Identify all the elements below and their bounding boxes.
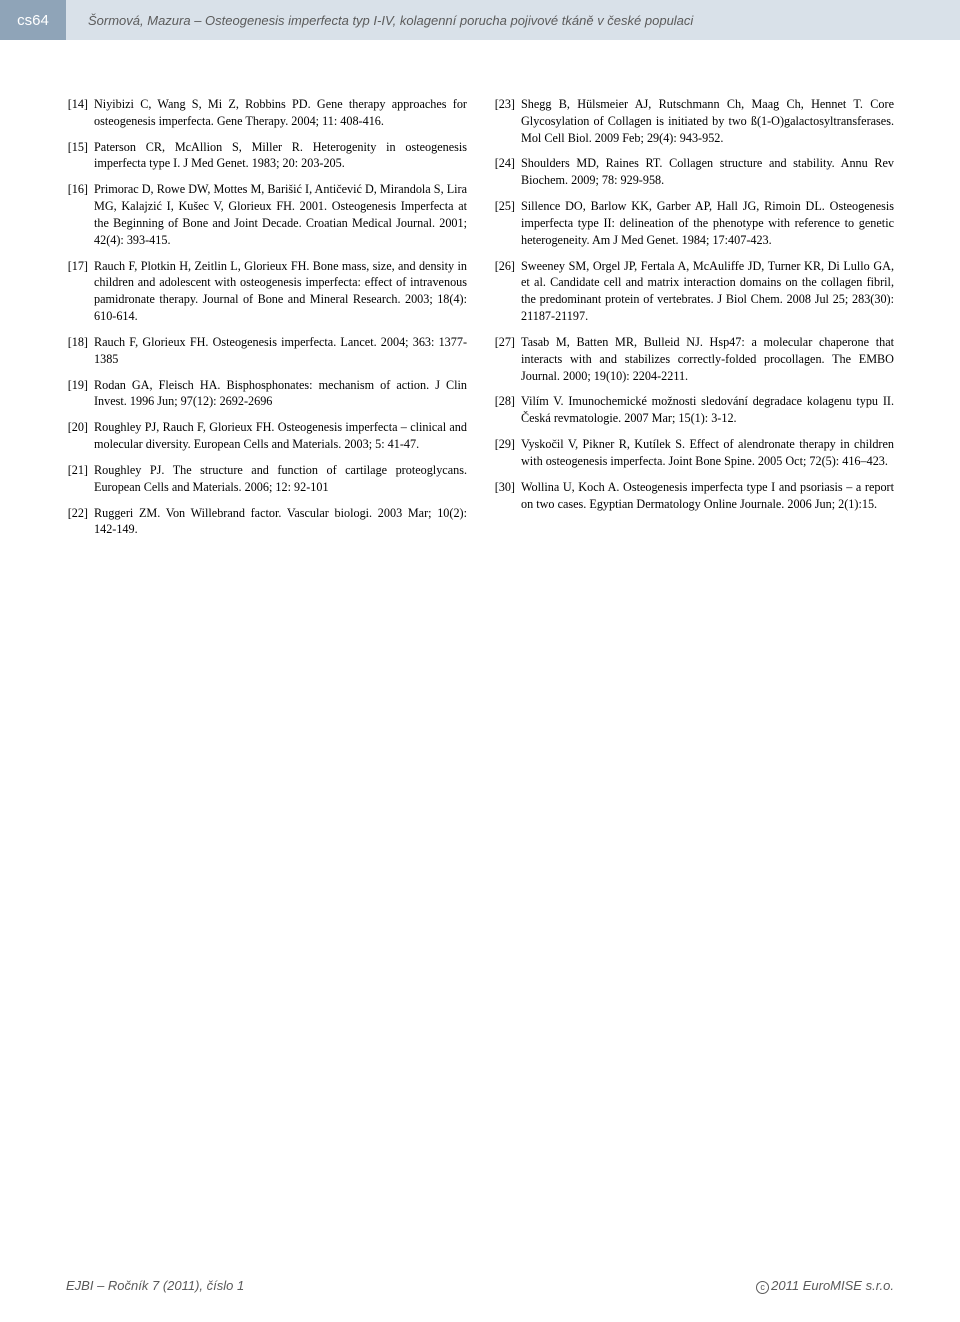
reference-item: [29]Vyskočil V, Pikner R, Kutílek S. Eff… (493, 436, 894, 470)
reference-text: Wollina U, Koch A. Osteogenesis imperfec… (521, 479, 894, 513)
reference-text: Tasab M, Batten MR, Bulleid NJ. Hsp47: a… (521, 334, 894, 384)
reference-item: [23]Shegg B, Hülsmeier AJ, Rutschmann Ch… (493, 96, 894, 146)
reference-item: [30]Wollina U, Koch A. Osteogenesis impe… (493, 479, 894, 513)
reference-number: [29] (493, 436, 521, 470)
reference-item: [20]Roughley PJ, Rauch F, Glorieux FH. O… (66, 419, 467, 453)
page-number-tab: cs64 (0, 0, 66, 40)
reference-text: Paterson CR, McAllion S, Miller R. Heter… (94, 139, 467, 173)
reference-text: Roughley PJ. The structure and function … (94, 462, 467, 496)
reference-text: Roughley PJ, Rauch F, Glorieux FH. Osteo… (94, 419, 467, 453)
reference-text: Rodan GA, Fleisch HA. Bisphosphonates: m… (94, 377, 467, 411)
reference-item: [19]Rodan GA, Fleisch HA. Bisphosphonate… (66, 377, 467, 411)
references-column-left: [14]Niyibizi C, Wang S, Mi Z, Robbins PD… (66, 96, 467, 547)
reference-number: [18] (66, 334, 94, 368)
copyright-icon: c (756, 1281, 769, 1294)
references-content: [14]Niyibizi C, Wang S, Mi Z, Robbins PD… (0, 96, 960, 547)
reference-text: Shegg B, Hülsmeier AJ, Rutschmann Ch, Ma… (521, 96, 894, 146)
reference-number: [20] (66, 419, 94, 453)
reference-number: [30] (493, 479, 521, 513)
reference-item: [26]Sweeney SM, Orgel JP, Fertala A, McA… (493, 258, 894, 325)
reference-text: Rauch F, Glorieux FH. Osteogenesis imper… (94, 334, 467, 368)
reference-number: [21] (66, 462, 94, 496)
reference-item: [15]Paterson CR, McAllion S, Miller R. H… (66, 139, 467, 173)
footer-right: c2011 EuroMISE s.r.o. (756, 1278, 894, 1294)
reference-text: Sillence DO, Barlow KK, Garber AP, Hall … (521, 198, 894, 248)
reference-number: [24] (493, 155, 521, 189)
reference-text: Vyskočil V, Pikner R, Kutílek S. Effect … (521, 436, 894, 470)
reference-item: [16]Primorac D, Rowe DW, Mottes M, Bariš… (66, 181, 467, 248)
reference-number: [15] (66, 139, 94, 173)
reference-number: [17] (66, 258, 94, 325)
reference-number: [16] (66, 181, 94, 248)
reference-number: [27] (493, 334, 521, 384)
reference-text: Vilím V. Imunochemické možnosti sledován… (521, 393, 894, 427)
reference-text: Primorac D, Rowe DW, Mottes M, Barišić I… (94, 181, 467, 248)
page-footer: EJBI – Ročník 7 (2011), číslo 1 c2011 Eu… (0, 1278, 960, 1294)
reference-text: Ruggeri ZM. Von Willebrand factor. Vascu… (94, 505, 467, 539)
reference-item: [17]Rauch F, Plotkin H, Zeitlin L, Glori… (66, 258, 467, 325)
reference-number: [26] (493, 258, 521, 325)
reference-item: [18]Rauch F, Glorieux FH. Osteogenesis i… (66, 334, 467, 368)
reference-text: Sweeney SM, Orgel JP, Fertala A, McAulif… (521, 258, 894, 325)
reference-number: [25] (493, 198, 521, 248)
reference-number: [23] (493, 96, 521, 146)
reference-text: Shoulders MD, Raines RT. Collagen struct… (521, 155, 894, 189)
reference-item: [14]Niyibizi C, Wang S, Mi Z, Robbins PD… (66, 96, 467, 130)
reference-item: [24]Shoulders MD, Raines RT. Collagen st… (493, 155, 894, 189)
reference-number: [28] (493, 393, 521, 427)
references-column-right: [23]Shegg B, Hülsmeier AJ, Rutschmann Ch… (493, 96, 894, 547)
reference-number: [19] (66, 377, 94, 411)
running-header-title: Šormová, Mazura – Osteogenesis imperfect… (66, 0, 960, 40)
reference-text: Rauch F, Plotkin H, Zeitlin L, Glorieux … (94, 258, 467, 325)
header-bar: cs64 Šormová, Mazura – Osteogenesis impe… (0, 0, 960, 40)
reference-item: [28]Vilím V. Imunochemické možnosti sled… (493, 393, 894, 427)
page: cs64 Šormová, Mazura – Osteogenesis impe… (0, 0, 960, 1322)
reference-item: [25]Sillence DO, Barlow KK, Garber AP, H… (493, 198, 894, 248)
reference-item: [21]Roughley PJ. The structure and funct… (66, 462, 467, 496)
reference-number: [22] (66, 505, 94, 539)
reference-number: [14] (66, 96, 94, 130)
reference-text: Niyibizi C, Wang S, Mi Z, Robbins PD. Ge… (94, 96, 467, 130)
footer-left: EJBI – Ročník 7 (2011), číslo 1 (66, 1278, 244, 1294)
reference-item: [22]Ruggeri ZM. Von Willebrand factor. V… (66, 505, 467, 539)
reference-item: [27]Tasab M, Batten MR, Bulleid NJ. Hsp4… (493, 334, 894, 384)
